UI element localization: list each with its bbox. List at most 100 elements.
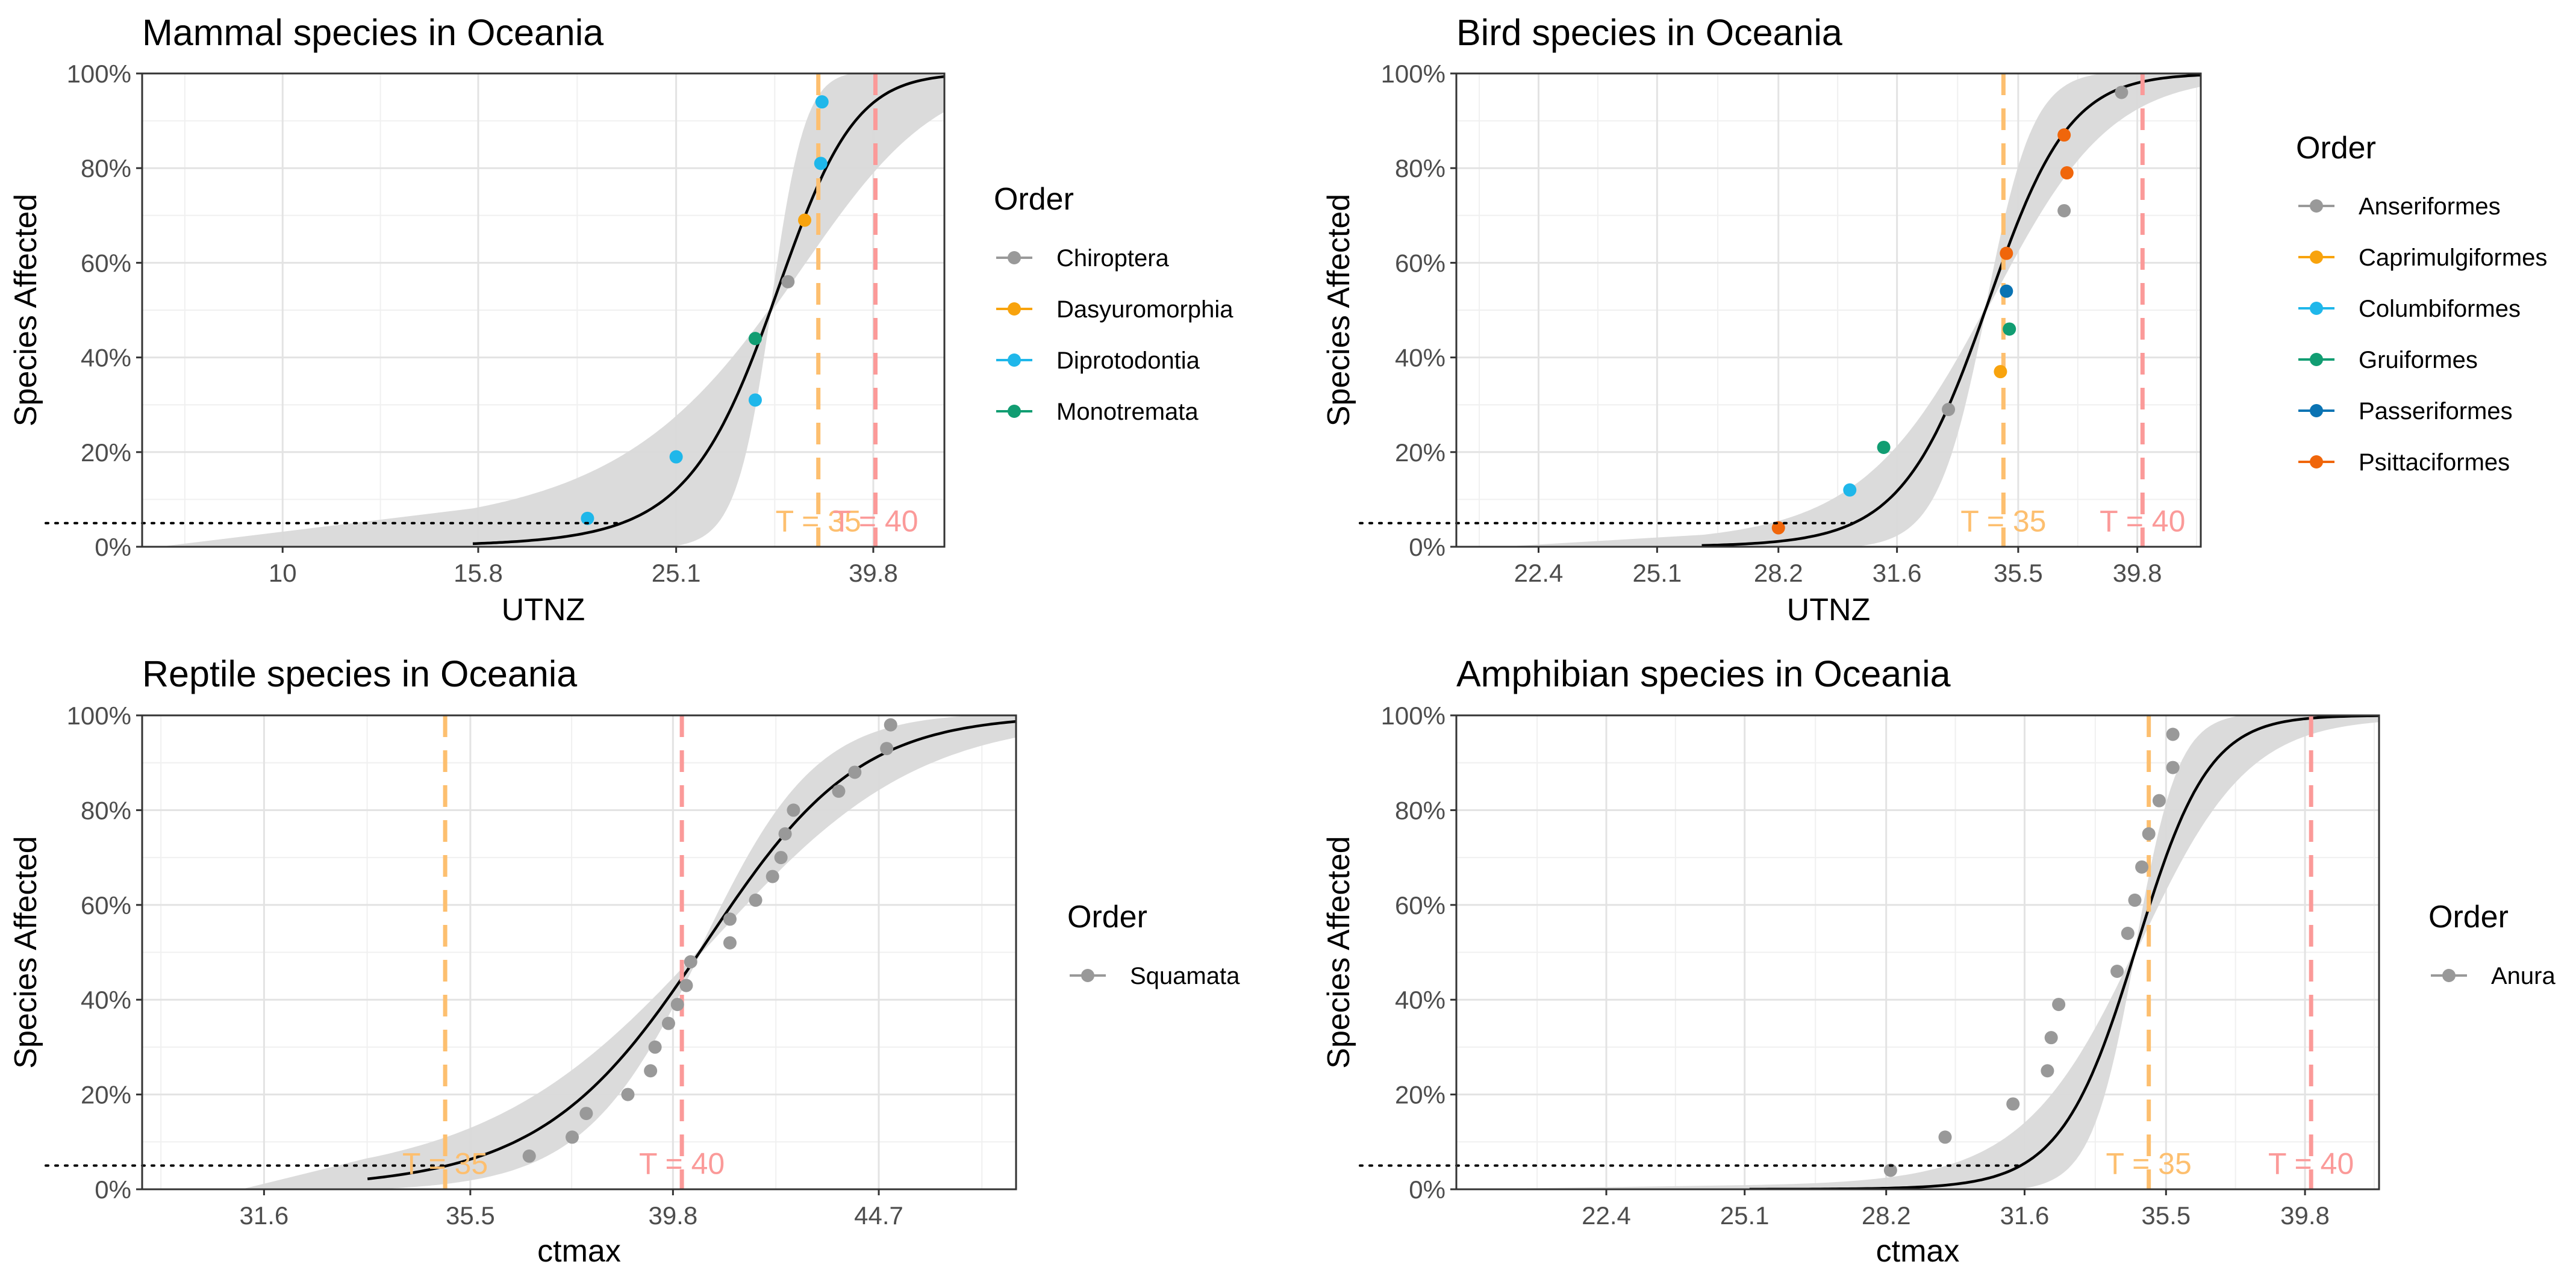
- panel2-point-3-1: [2003, 322, 2016, 336]
- panel1-point-2-4: [815, 95, 829, 109]
- panel3-point-0-17: [832, 784, 846, 798]
- panel1-ytick-label: 40%: [81, 344, 131, 372]
- panel1-legend-label: Dasyuromorphia: [1056, 296, 1233, 323]
- panel3-point-0-12: [749, 893, 763, 907]
- panel2-legend-key-point: [2310, 404, 2323, 417]
- panel3-title: Reptile species in Oceania: [142, 653, 577, 694]
- panel1-legend-label: Chiroptera: [1056, 245, 1170, 272]
- panel3-xtick-label: 44.7: [854, 1201, 903, 1230]
- panel2-legend-label: Passeriformes: [2359, 398, 2513, 425]
- panel1-confidence-band: [167, 73, 944, 547]
- panel3-xtick-label: 35.5: [446, 1201, 495, 1230]
- panel1-point-3-0: [748, 332, 762, 346]
- panel2-vline-label-1: T = 40: [2100, 505, 2185, 538]
- panel1-plot-area: [167, 73, 944, 547]
- panel3-ytick-label: 100%: [67, 702, 131, 730]
- panel1-legend-key-point: [1008, 302, 1021, 316]
- panel1-ytick-label: 20%: [81, 438, 131, 467]
- panel1-border: [141, 72, 946, 548]
- panel1-legend-label: Diprotodontia: [1056, 347, 1200, 374]
- panel2-legend-key-point: [2310, 199, 2323, 213]
- panel4-xlabel: ctmax: [1876, 1234, 1960, 1269]
- panel2-xtick-label: 35.5: [1994, 559, 2043, 587]
- panel3-point-0-19: [880, 742, 894, 756]
- panel3-point-0-2: [579, 1107, 593, 1121]
- panel2-legend: Order Anseriformes Caprimulgiformes Columbi…: [2296, 131, 2547, 476]
- panel1-xtick-label: 25.1: [652, 559, 701, 587]
- panel4-point-0-8: [2128, 893, 2142, 907]
- panel4-point-0-5: [2052, 998, 2066, 1012]
- panel3-point-0-10: [723, 936, 737, 950]
- panel1-vline-label-0: T = 35: [776, 505, 861, 538]
- panel2-xtick-label: 39.8: [2113, 559, 2162, 587]
- panel3-plot-area: [245, 715, 1016, 1189]
- panel2-legend-label: Gruiformes: [2359, 347, 2478, 373]
- panel3-point-0-3: [621, 1088, 635, 1101]
- panel3-vline-label-0: T = 35: [402, 1147, 488, 1181]
- panel2-legend-key-point: [2310, 353, 2323, 366]
- panel2-legend-key-point: [2310, 302, 2323, 315]
- panel1-point-0-0: [781, 275, 795, 288]
- panel1-legend-label: Monotremata: [1056, 399, 1199, 425]
- panel2-ytick-label: 80%: [1395, 154, 1445, 182]
- panel1-title: Mammal species in Oceania: [142, 12, 603, 53]
- panel4-point-0-3: [2041, 1064, 2054, 1078]
- panel1-point-2-3: [814, 157, 828, 170]
- panel4-legend-label: Anura: [2491, 963, 2556, 989]
- panel1-point-2-1: [669, 450, 683, 464]
- panel4: T = 35 T = 40 0% 20% 40% 60% 80% 100% 22.4 25.1 28…: [1321, 653, 2556, 1269]
- panel3-point-0-0: [522, 1149, 536, 1163]
- panel3-ylabel: Species Affected: [8, 836, 43, 1068]
- panel4-ytick-label: 20%: [1395, 1081, 1445, 1109]
- panel2-point-0-1: [2057, 204, 2071, 217]
- panel2-xlabel: UTNZ: [1787, 593, 1871, 627]
- panel1-ytick-label: 100%: [67, 60, 131, 88]
- panel1-legend-title: Order: [994, 182, 1074, 217]
- panel2-ytick-label: 40%: [1395, 344, 1445, 372]
- panel4-point-0-10: [2142, 827, 2156, 841]
- panel4-border: [1455, 714, 2380, 1190]
- panel3-point-0-20: [884, 718, 897, 732]
- panel2-point-4-0: [2000, 284, 2013, 298]
- panel4-legend-key-point: [2442, 969, 2456, 982]
- panel3-xtick-label: 39.8: [648, 1201, 697, 1230]
- panel2-point-5-3: [2057, 128, 2071, 142]
- panel2-legend-label: Caprimulgiformes: [2359, 244, 2547, 271]
- panel3-ytick-label: 0%: [95, 1175, 131, 1204]
- panel1-xlabel: UTNZ: [502, 593, 585, 627]
- panel2-xtick-label: 28.2: [1754, 559, 1803, 587]
- panel2-xtick-label: 22.4: [1514, 559, 1564, 587]
- panel4-point-0-1: [1938, 1130, 1952, 1144]
- panel1-ylabel: Species Affected: [8, 194, 43, 426]
- panel1-point-1-0: [798, 213, 812, 227]
- panel4-title: Amphibian species in Oceania: [1456, 653, 1951, 694]
- panel2-xtick-label: 31.6: [1873, 559, 1922, 587]
- panel2-point-0-0: [1942, 403, 1956, 417]
- panel3-point-0-8: [679, 979, 693, 992]
- panel3-ytick-label: 60%: [81, 891, 131, 920]
- panel2-title: Bird species in Oceania: [1456, 12, 1842, 53]
- panel4-point-0-9: [2135, 860, 2149, 874]
- panel3-xtick-label: 31.6: [240, 1201, 289, 1230]
- panel2-plot-area: [1517, 73, 2201, 547]
- panel2-vline-label-0: T = 35: [1960, 505, 2046, 538]
- panel4-point-0-4: [2044, 1031, 2058, 1045]
- panel2-ylabel: Species Affected: [1321, 194, 1356, 426]
- panel3-point-0-11: [723, 912, 737, 926]
- panel3-vline-label-1: T = 40: [639, 1147, 725, 1181]
- panel1-legend: Order Chiroptera Dasyuromorphia Diprotodont…: [994, 182, 1233, 425]
- panel4-legend-title: Order: [2428, 900, 2509, 935]
- panel4-ytick-label: 80%: [1395, 796, 1445, 824]
- panel3-legend-label: Squamata: [1130, 963, 1240, 989]
- panel1-legend-key-point: [1008, 251, 1021, 264]
- panel4-ytick-label: 60%: [1395, 891, 1445, 920]
- panel3-ytick-label: 20%: [81, 1081, 131, 1109]
- panel3-legend-key-point: [1081, 969, 1094, 982]
- panel3-point-0-14: [774, 851, 788, 865]
- panel4-point-0-2: [2006, 1097, 2020, 1111]
- panel2-ytick-label: 100%: [1381, 60, 1445, 88]
- panel3-point-0-4: [644, 1064, 658, 1078]
- panel4-ytick-label: 0%: [1409, 1175, 1445, 1204]
- panel4-legend: Order Anura: [2428, 900, 2556, 989]
